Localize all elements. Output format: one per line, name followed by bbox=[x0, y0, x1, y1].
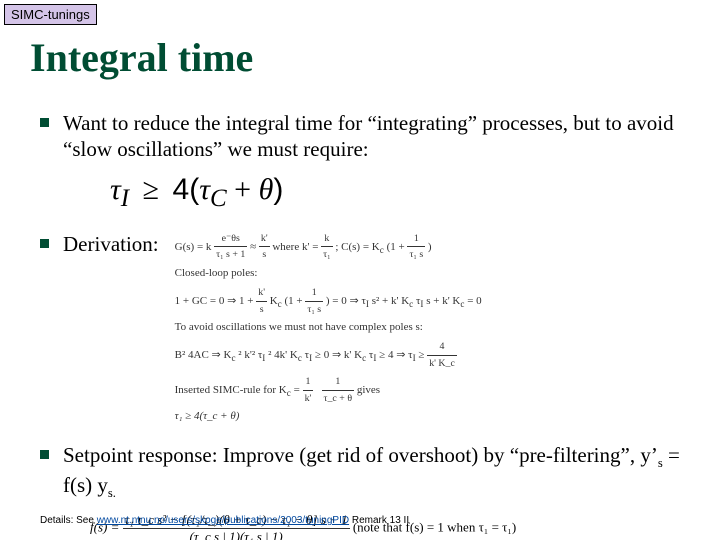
d-r1a: G(s) = k bbox=[175, 240, 212, 252]
d-r1d: ; C(s) = K bbox=[335, 240, 379, 252]
d-f3n: k bbox=[321, 231, 332, 248]
bullet-icon bbox=[40, 118, 49, 127]
d-sc6: c bbox=[298, 353, 302, 363]
d-sc5: c bbox=[231, 353, 235, 363]
d-r6c: gives bbox=[357, 384, 380, 396]
bullet-text-3: Setpoint response: Improve (get rid of o… bbox=[63, 442, 690, 502]
d-f4n: 1 bbox=[407, 231, 425, 248]
bullet-item-3: Setpoint response: Improve (get rid of o… bbox=[40, 442, 690, 502]
d-sI3: I bbox=[262, 353, 265, 363]
f-plus: + bbox=[227, 173, 259, 206]
b3s2: s. bbox=[108, 486, 116, 500]
details-pre: Details: See bbox=[40, 515, 97, 526]
d-r1c: where k' = bbox=[272, 240, 321, 252]
slide-body: Want to reduce the integral time for “in… bbox=[40, 110, 690, 540]
f-C: C bbox=[210, 185, 227, 212]
bullet-item-2: Derivation: bbox=[40, 231, 159, 257]
d-f5d: s bbox=[256, 302, 267, 318]
d-f1n: e⁻θs bbox=[214, 231, 247, 248]
d-f7d: k' K_c bbox=[427, 356, 457, 372]
d-f5n: k' bbox=[256, 285, 267, 302]
d-sI2: I bbox=[420, 299, 423, 309]
f-4: 4( bbox=[173, 173, 200, 206]
d-sc2: c bbox=[278, 299, 282, 309]
f-I: I bbox=[121, 185, 129, 212]
slide-title: Integral time bbox=[30, 34, 253, 81]
d-r5b: ² k'² τ bbox=[238, 349, 262, 361]
d-f2d: s bbox=[259, 247, 270, 263]
derivation-block: G(s) = k e⁻θsτ₁ s + 1 ≈ k's where k' = k… bbox=[175, 231, 482, 429]
d-r2: Closed-loop poles: bbox=[175, 265, 482, 283]
f-tau: τ bbox=[110, 173, 121, 206]
d-r3d: ) = 0 ⇒ τ bbox=[326, 295, 366, 307]
bullet-text-2: Derivation: bbox=[63, 231, 159, 257]
d-f2n: k' bbox=[259, 231, 270, 248]
details-link[interactable]: www.nt.ntnu.no/users/skoge/publications/… bbox=[97, 515, 349, 526]
d-r3h: = 0 bbox=[467, 295, 481, 307]
d-r5a: B² 4AC ⇒ K bbox=[175, 349, 232, 361]
d-sc8: c bbox=[287, 388, 291, 398]
bullet-icon bbox=[40, 450, 49, 459]
details-footer: Details: See www.nt.ntnu.no/users/skoge/… bbox=[40, 515, 409, 526]
d-sI5: I bbox=[373, 353, 376, 363]
d-sc7: c bbox=[362, 353, 366, 363]
d-r5c: ² 4k' K bbox=[268, 349, 298, 361]
main-formula: τI ≥ 4(τC + θ) bbox=[110, 173, 690, 213]
d-r3b: K bbox=[270, 295, 278, 307]
d-sc1: c bbox=[380, 245, 384, 255]
d-f9d: τ_c + θ bbox=[322, 391, 355, 407]
d-r5h: ≥ bbox=[418, 349, 427, 361]
d-f8d: k' bbox=[303, 391, 314, 407]
b3a: Setpoint response: Improve (get rid of o… bbox=[63, 443, 658, 467]
d-f7n: 4 bbox=[427, 339, 457, 356]
d-f9n: 1 bbox=[322, 374, 355, 391]
d-r5g: ≥ 4 ⇒ τ bbox=[379, 349, 412, 361]
d-f3d: τ₁ bbox=[321, 247, 332, 263]
f-close: ) bbox=[273, 173, 283, 206]
d-f6n: 1 bbox=[305, 285, 323, 302]
d-sI1: I bbox=[366, 299, 369, 309]
d-r5e: ≥ 0 ⇒ k' K bbox=[315, 349, 362, 361]
d-r3g: s + k' K bbox=[426, 295, 460, 307]
d-sc4: c bbox=[460, 299, 464, 309]
bullet-item-1: Want to reduce the integral time for “in… bbox=[40, 110, 690, 163]
f-ge: ≥ bbox=[143, 173, 159, 206]
d-r7: τ₁ ≥ 4(τ_c + θ) bbox=[175, 408, 482, 426]
bullet-text-1: Want to reduce the integral time for “in… bbox=[63, 110, 690, 163]
d-sI4: I bbox=[309, 353, 312, 363]
d-f6d: τ₁ s bbox=[305, 302, 323, 318]
d-r3c: (1 + bbox=[285, 295, 306, 307]
d-r3a: 1 + GC = 0 ⇒ 1 + bbox=[175, 295, 257, 307]
fl-den: (τ_c s | 1)(τ₁ s | 1) bbox=[123, 529, 350, 540]
d-f1d: τ₁ s + 1 bbox=[214, 247, 247, 263]
d-r4: To avoid oscillations we must not have c… bbox=[175, 319, 482, 337]
d-r1b: ≈ bbox=[250, 240, 259, 252]
f-tau2: τ bbox=[199, 173, 210, 206]
d-f8n: 1 bbox=[303, 374, 314, 391]
d-r3e: s² + k' K bbox=[372, 295, 409, 307]
d-r6a: Inserted SIMC-rule for K bbox=[175, 384, 287, 396]
d-r6b: = bbox=[294, 384, 303, 396]
f-theta: θ bbox=[259, 173, 274, 206]
d-sI6: I bbox=[413, 353, 416, 363]
d-r1e: (1 + bbox=[387, 240, 408, 252]
bullet-icon bbox=[40, 239, 49, 248]
d-sc3: c bbox=[409, 299, 413, 309]
d-f4d: τ₁ s bbox=[407, 247, 425, 263]
d-r1f: ) bbox=[428, 240, 432, 252]
details-post: Remark 13 II bbox=[349, 515, 409, 526]
slide-tag: SIMC-tunings bbox=[4, 4, 97, 25]
